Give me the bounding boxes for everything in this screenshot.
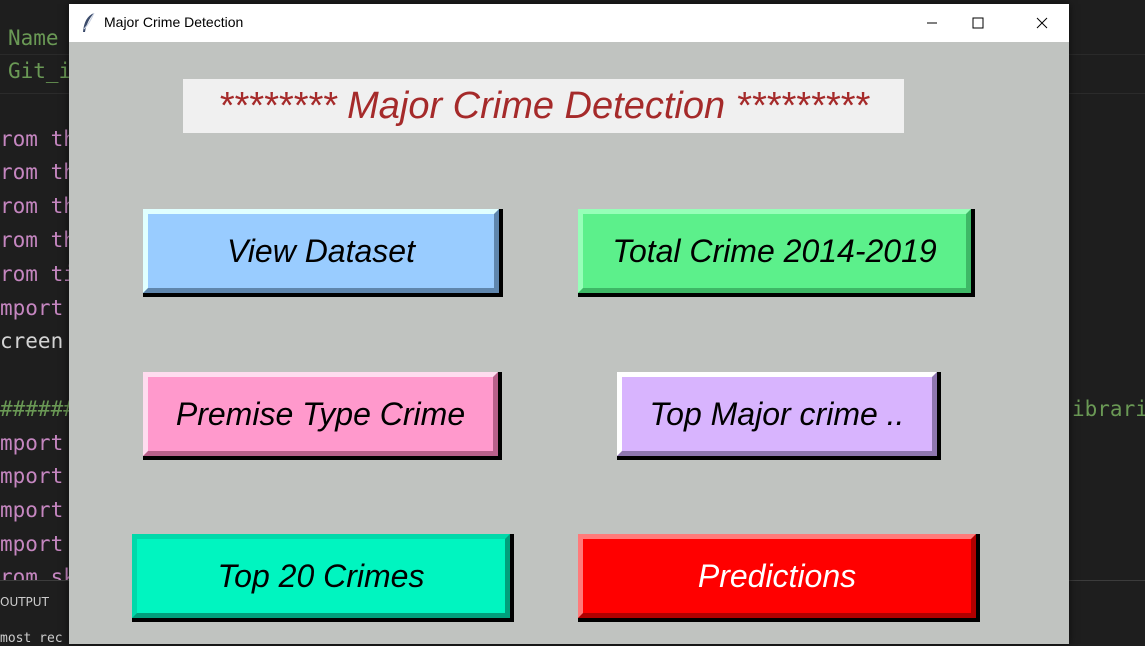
code-line: mport: [0, 464, 64, 488]
code-line: mport: [0, 431, 64, 455]
maximize-icon: [972, 14, 984, 33]
terminal-text: most rec: [0, 631, 63, 646]
window-titlebar[interactable]: Major Crime Detection: [69, 4, 1069, 42]
maximize-button[interactable]: [955, 4, 1001, 42]
code-line: creen: [0, 329, 64, 353]
code-line: ######: [0, 397, 76, 421]
close-button[interactable]: [1015, 4, 1069, 42]
code-line: mport: [0, 498, 64, 522]
app-window: Major Crime Detection ******** Major Cri…: [69, 4, 1069, 644]
feather-icon: [81, 12, 97, 34]
panel-tab-output[interactable]: OUTPUT: [0, 595, 49, 609]
code-line: rom ti: [0, 262, 76, 286]
total-crime-button[interactable]: Total Crime 2014-2019: [578, 209, 975, 297]
page-title: ******** Major Crime Detection *********: [183, 79, 904, 133]
editor-tab-name[interactable]: Name: [8, 26, 59, 50]
close-icon: [1036, 14, 1048, 33]
top-20-crimes-button[interactable]: Top 20 Crimes: [132, 534, 514, 622]
window-content: ******** Major Crime Detection *********…: [69, 42, 1069, 644]
predictions-button[interactable]: Predictions: [578, 534, 980, 622]
code-line: rom th: [0, 228, 76, 252]
code-line: rom th: [0, 127, 76, 151]
code-line: mport: [0, 296, 64, 320]
window-title: Major Crime Detection: [104, 14, 244, 30]
code-line: rom th: [0, 160, 76, 184]
premise-type-crime-button[interactable]: Premise Type Crime: [143, 372, 502, 460]
code-line: rom th: [0, 194, 76, 218]
code-line-fragment: ibrari: [1072, 397, 1145, 421]
top-major-crime-button[interactable]: Top Major crime ..: [617, 372, 941, 460]
view-dataset-button[interactable]: View Dataset: [143, 209, 503, 297]
minimize-button[interactable]: [909, 4, 955, 42]
code-line: mport: [0, 532, 64, 556]
editor-tab-git[interactable]: Git_i: [8, 59, 72, 83]
minimize-icon: [926, 14, 938, 33]
